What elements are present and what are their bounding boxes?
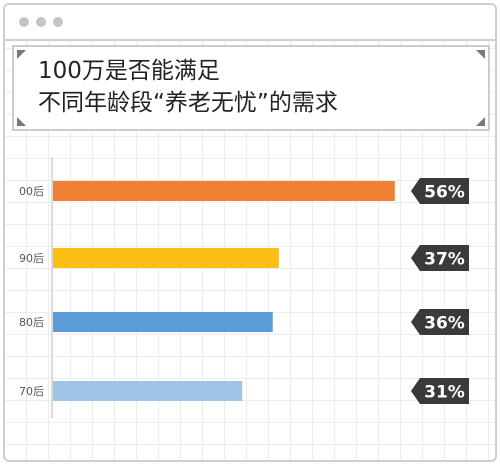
window-dot-icon bbox=[36, 17, 46, 27]
value-label: 37% bbox=[424, 250, 465, 270]
chart-window: 100万是否能满足 不同年龄段“养老无忧”的需求 00后 56% 90后 37% 80后… bbox=[3, 3, 497, 462]
window-dot-icon bbox=[19, 17, 29, 27]
chart-title-line-2: 不同年龄段“养老无忧”的需求 bbox=[38, 90, 338, 116]
window-dot-icon bbox=[53, 17, 63, 27]
corner-triangle-icon bbox=[476, 50, 485, 59]
title-box: 100万是否能满足 不同年龄段“养老无忧”的需求 bbox=[12, 45, 490, 131]
value-badge bbox=[411, 178, 469, 204]
value-badge bbox=[411, 309, 469, 335]
corner-triangle-icon bbox=[17, 50, 26, 59]
category-label: 80后 bbox=[19, 316, 44, 329]
value-badge bbox=[411, 245, 469, 271]
corner-triangle-icon bbox=[17, 117, 26, 126]
bar bbox=[53, 181, 395, 201]
value-label: 36% bbox=[424, 314, 465, 334]
value-label: 31% bbox=[424, 383, 465, 403]
value-badge bbox=[411, 378, 469, 404]
bar bbox=[53, 381, 243, 401]
chart-title-line-1: 100万是否能满足 bbox=[38, 58, 220, 84]
window-titlebar bbox=[5, 5, 495, 41]
value-label: 56% bbox=[424, 183, 465, 203]
category-label: 00后 bbox=[19, 185, 44, 198]
bar bbox=[53, 248, 279, 268]
corner-triangle-icon bbox=[476, 117, 485, 126]
category-label: 70后 bbox=[19, 385, 44, 398]
bar bbox=[53, 312, 273, 332]
category-label: 90后 bbox=[19, 252, 44, 265]
bar-chart: 00后 56% 90后 37% 80后 36% 70后 31% bbox=[19, 157, 469, 418]
